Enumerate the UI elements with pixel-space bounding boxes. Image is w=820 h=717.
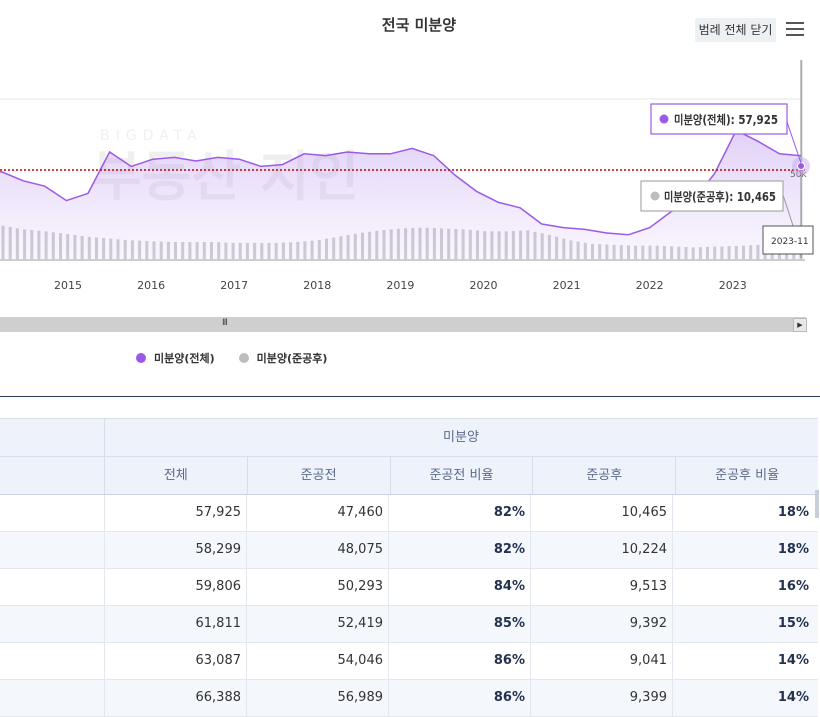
tooltip-completed-label: 미분양(준공후): 10,465 xyxy=(664,189,776,204)
legend-toggle-button[interactable]: 범례 전체 닫기 xyxy=(695,18,776,42)
table-cell: 10,224 xyxy=(530,532,672,568)
x-tick-label: 2020 xyxy=(470,279,498,292)
table-cell: 15% xyxy=(672,606,814,642)
table-row: 61,811 52,419 85% 9,392 15% xyxy=(0,606,818,643)
table-row-blank xyxy=(0,495,104,531)
x-tick-label: 2022 xyxy=(636,279,664,292)
tooltip-connector-total xyxy=(785,118,802,164)
table-row: 63,087 54,046 86% 9,041 14% xyxy=(0,643,818,680)
column-header-total[interactable]: 전체 xyxy=(103,457,247,494)
hover-point-total[interactable] xyxy=(797,162,805,170)
table-row: 58,299 48,075 82% 10,224 18% xyxy=(0,532,818,569)
table-cell: 14% xyxy=(672,643,814,679)
table-cell: 84% xyxy=(388,569,530,605)
legend-label-completed: 미분양(준공후) xyxy=(256,352,328,365)
tooltip-total-label: 미분양(전체): 57,925 xyxy=(674,112,778,127)
table-cell: 48,075 xyxy=(246,532,388,568)
table-cell: 50,293 xyxy=(246,569,388,605)
total-series-line xyxy=(0,129,802,236)
table-cell: 82% xyxy=(388,532,530,568)
chart-title: 전국 미분양 xyxy=(381,16,456,34)
table-row-blank xyxy=(0,680,104,716)
table-row: 59,806 50,293 84% 9,513 16% xyxy=(0,569,818,606)
table-cell: 63,087 xyxy=(104,643,246,679)
table-cell: 57,925 xyxy=(104,495,246,531)
chart-scrollbar[interactable] xyxy=(0,317,806,332)
table-cell: 58,299 xyxy=(104,532,246,568)
table-cell: 52,419 xyxy=(246,606,388,642)
x-tick-label: 2019 xyxy=(386,279,414,292)
section-divider xyxy=(0,396,820,397)
legend-item-total[interactable]: 미분양(전체) xyxy=(136,350,215,366)
chart-svg: BIGDATA 부동산 지인 50k 201520162017201820192… xyxy=(0,60,814,292)
table-cell: 61,811 xyxy=(104,606,246,642)
column-header-post-completion-ratio[interactable]: 준공후 비율 xyxy=(675,457,818,494)
table-row: 66,388 56,989 86% 9,399 14% xyxy=(0,680,818,717)
x-tick-label: 2016 xyxy=(137,279,165,292)
table-cell: 86% xyxy=(388,680,530,716)
table-cell: 9,399 xyxy=(530,680,672,716)
table-row-blank xyxy=(0,606,104,642)
data-table: 미분양 전체 준공전 준공전 비율 준공후 준공후 비율 57,925 47,46… xyxy=(0,418,818,717)
column-header-pre-completion[interactable]: 준공전 xyxy=(246,457,390,494)
table-column-header-row: 전체 준공전 준공전 비율 준공후 준공후 비율 xyxy=(0,456,818,495)
x-tick-label: 2017 xyxy=(220,279,248,292)
table-header-blank xyxy=(0,457,104,494)
table-cell: 54,046 xyxy=(246,643,388,679)
table-cell: 56,989 xyxy=(246,680,388,716)
reference-line-label: 50k xyxy=(790,170,807,180)
x-tick-label: 2023 xyxy=(719,279,747,292)
tooltip-completed: 미분양(준공후): 10,465 xyxy=(640,180,784,212)
legend-dot-completed-icon xyxy=(238,353,249,363)
table-cell: 66,388 xyxy=(104,680,246,716)
table-cell: 82% xyxy=(388,495,530,531)
total-series-area xyxy=(0,130,801,260)
crosshair-label: 2023-11 xyxy=(771,237,809,247)
table-cell: 59,806 xyxy=(104,569,246,605)
table-scrollbar[interactable] xyxy=(815,490,819,518)
legend-dot-total-icon xyxy=(136,353,146,363)
x-tick-label: 2015 xyxy=(54,279,82,292)
x-tick-label: 2018 xyxy=(303,279,331,292)
table-cell: 14% xyxy=(672,680,814,716)
legend-item-completed[interactable]: 미분양(준공후) xyxy=(238,350,328,366)
table-cell: 9,392 xyxy=(530,606,672,642)
column-header-pre-completion-ratio[interactable]: 준공전 비율 xyxy=(389,457,533,494)
scrollbar-right-arrow-icon[interactable]: ▶ xyxy=(793,318,807,332)
x-tick-label: 2021 xyxy=(553,279,581,292)
scrollbar-grip-icon[interactable]: III xyxy=(222,318,228,328)
table-row-blank xyxy=(0,569,104,605)
legend-label-total: 미분양(전체) xyxy=(154,352,215,365)
table-row: 57,925 47,460 82% 10,465 18% xyxy=(0,495,818,532)
table-row-blank xyxy=(0,643,104,679)
crosshair-label-box: 2023-11 xyxy=(762,225,814,255)
table-row-blank xyxy=(0,532,104,568)
table-cell: 18% xyxy=(672,532,814,568)
table-cell: 18% xyxy=(672,495,814,531)
hamburger-menu-icon[interactable] xyxy=(786,22,804,38)
tooltip-total: 미분양(전체): 57,925 xyxy=(650,103,788,135)
table-group-header: 미분양 xyxy=(0,418,818,456)
table-cell: 9,041 xyxy=(530,643,672,679)
table-cell: 85% xyxy=(388,606,530,642)
table-cell: 47,460 xyxy=(246,495,388,531)
table-cell: 10,465 xyxy=(530,495,672,531)
table-cell: 16% xyxy=(672,569,814,605)
table-cell: 86% xyxy=(388,643,530,679)
watermark-small: BIGDATA xyxy=(100,128,203,144)
table-group-header-label: 미분양 xyxy=(104,419,817,456)
column-header-post-completion[interactable]: 준공후 xyxy=(532,457,675,494)
chart-legend: 미분양(전체) 미분양(준공후) xyxy=(136,350,327,366)
table-cell: 9,513 xyxy=(530,569,672,605)
